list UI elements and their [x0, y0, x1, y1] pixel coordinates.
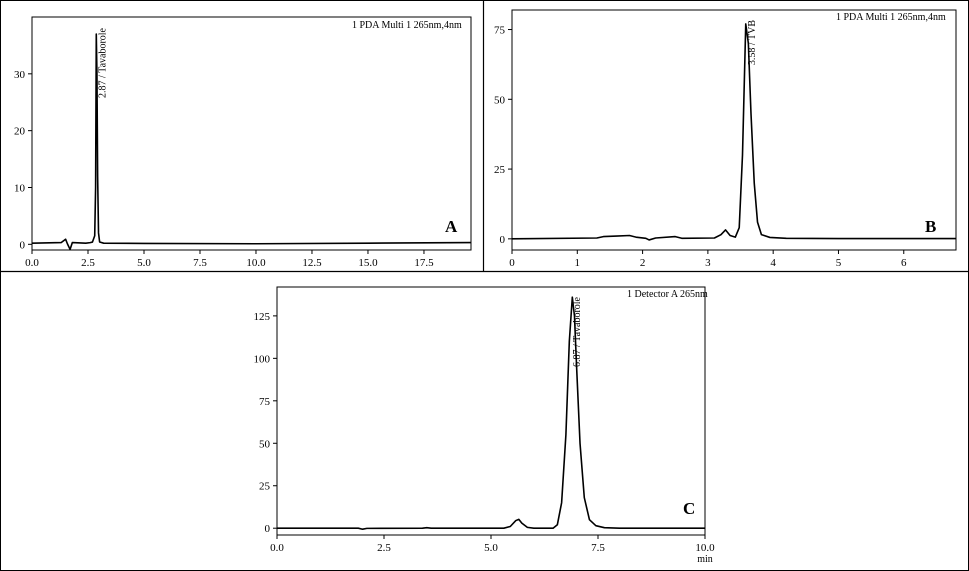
panel-a-chromatogram: 0.0 2.5 5.0 7.5 10.0 12.5 15.0 17.5 0 10 20 30 1 PDA…: [14, 16, 472, 269]
x-tick-label: 2.5: [377, 542, 391, 554]
panel-letter: C: [683, 499, 695, 518]
chromatogram-trace: [511, 23, 956, 241]
y-tick-label: 50: [259, 438, 271, 450]
detector-label: 1 Detector A 265nm: [627, 289, 708, 300]
x-tick-label: 10.0: [695, 542, 715, 554]
x-tick-label: 5: [836, 257, 842, 269]
y-tick-label: 25: [494, 164, 506, 176]
detector-label: 1 PDA Multi 1 265nm,4nm: [836, 12, 946, 23]
y-tick-label: 50: [494, 94, 506, 106]
x-tick-label: 12.5: [302, 257, 322, 269]
y-tick-label: 125: [254, 311, 271, 323]
x-tick-label: 5.0: [137, 257, 151, 269]
y-tick-label: 75: [259, 396, 271, 408]
panel-c-chromatogram: 0.0 2.5 5.0 7.5 10.0 0 25 50 75 100 125 1 Detector …: [254, 286, 715, 565]
chromatogram-trace: [277, 296, 705, 531]
chromatogram-trace: [31, 33, 472, 251]
x-tick-label: 2: [640, 257, 646, 269]
y-tick-label: 0: [265, 523, 271, 535]
x-tick-label: 0.0: [25, 257, 39, 269]
x-tick-label: 15.0: [358, 257, 378, 269]
x-tick-label: 0.0: [270, 542, 284, 554]
y-tick-label: 75: [494, 25, 506, 37]
peak-label: 6.87 / Tavaborole: [572, 296, 583, 366]
peak-label: 3.58 / TVB: [747, 20, 758, 65]
x-tick-label: 1: [575, 257, 581, 269]
y-tick-label: 30: [14, 69, 26, 81]
plot-frame: [511, 9, 957, 251]
x-tick-label: 17.5: [414, 257, 434, 269]
panel-b-chromatogram: 0 1 2 3 4 5 6 0 25 50 75 1 PDA Multi 1 265nm,4nm B 3.…: [494, 9, 957, 269]
plot-frame: [31, 16, 472, 251]
detector-label: 1 PDA Multi 1 265nm,4nm: [352, 20, 462, 31]
y-tick-label: 10: [14, 182, 26, 194]
panel-letter: B: [925, 217, 936, 236]
x-tick-label: 2.5: [81, 257, 95, 269]
y-tick-label: 25: [259, 481, 271, 493]
x-tick-label: 6: [901, 257, 907, 269]
x-tick-label: 3: [705, 257, 711, 269]
x-tick-label: 0: [509, 257, 515, 269]
x-tick-label: 5.0: [484, 542, 498, 554]
y-tick-label: 0: [20, 239, 26, 251]
y-tick-label: 100: [254, 353, 271, 365]
x-tick-label: 7.5: [591, 542, 605, 554]
x-tick-label: 7.5: [193, 257, 207, 269]
x-tick-label: 4: [770, 257, 776, 269]
x-unit-label: min: [697, 554, 713, 565]
x-tick-label: 10.0: [246, 257, 266, 269]
panel-letter: A: [445, 217, 458, 236]
y-tick-label: 20: [14, 126, 26, 138]
peak-label: 2.87 / Tavaborole: [97, 27, 108, 97]
y-tick-label: 0: [500, 234, 506, 246]
